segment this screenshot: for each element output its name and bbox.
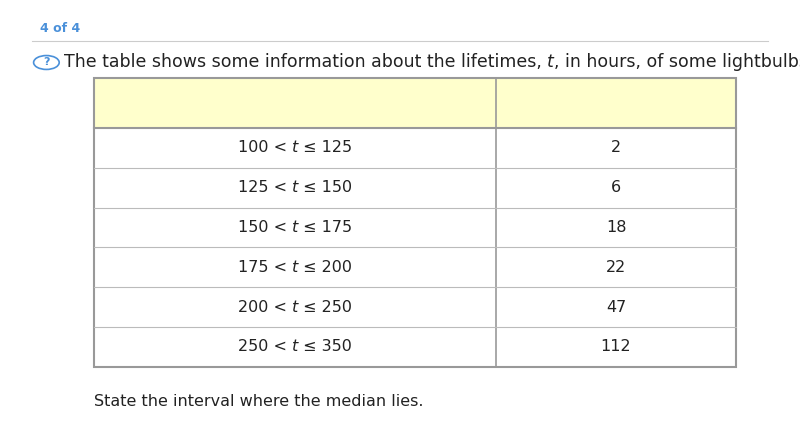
Text: 18: 18 [606,220,626,235]
Text: t: t [292,299,298,315]
Text: 250 <: 250 < [238,339,292,354]
Text: 175 <: 175 < [238,260,292,275]
Text: 22: 22 [606,260,626,275]
Text: 150 <: 150 < [238,220,292,235]
Text: The table shows some information about the lifetimes,: The table shows some information about t… [64,53,547,72]
Text: 200 <: 200 < [238,299,292,315]
Text: ≤ 250: ≤ 250 [298,299,352,315]
Text: ?: ? [43,57,50,68]
Text: ≤ 350: ≤ 350 [298,339,352,354]
Text: Lifetime: Lifetime [213,94,296,112]
Text: (hours): (hours) [304,94,378,112]
Text: t: t [296,94,304,112]
Text: 2: 2 [611,141,621,155]
Text: 4 of 4: 4 of 4 [40,22,80,35]
Text: t: t [292,220,298,235]
Text: t: t [292,141,298,155]
Text: 112: 112 [601,339,631,354]
Text: 47: 47 [606,299,626,315]
Text: ≤ 125: ≤ 125 [298,141,353,155]
Text: Frequency: Frequency [567,94,665,112]
Text: 6: 6 [611,180,621,195]
Text: ≤ 200: ≤ 200 [298,260,353,275]
Text: ≤ 150: ≤ 150 [298,180,353,195]
Text: t: t [547,53,554,72]
Text: State the interval where the median lies.: State the interval where the median lies… [94,394,424,409]
Text: 125 <: 125 < [238,180,292,195]
Text: t: t [292,339,298,354]
Text: t: t [292,260,298,275]
Text: 100 <: 100 < [238,141,292,155]
Text: ≤ 175: ≤ 175 [298,220,353,235]
Text: , in hours, of some lightbulbs.: , in hours, of some lightbulbs. [554,53,800,72]
Text: t: t [292,180,298,195]
